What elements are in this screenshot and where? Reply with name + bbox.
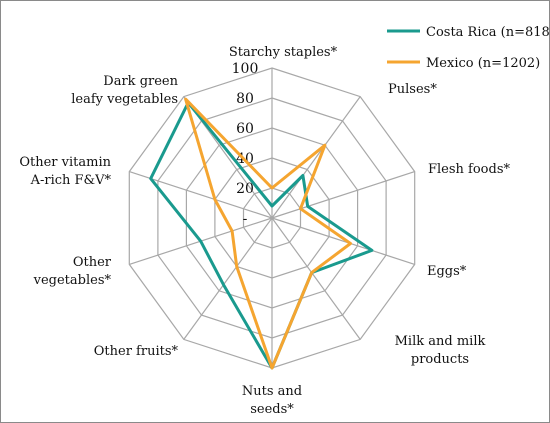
legend-label: Costa Rica (n=818) [426,25,550,40]
grid-spoke [271,217,361,340]
category-label: Pulses* [388,82,437,97]
radar-grid [128,67,416,369]
category-label: Eggs* [427,264,467,279]
tick-label: 20 [236,181,254,197]
category-label: Starchy staples* [229,45,338,60]
category-label: seeds* [250,402,294,417]
category-labels: Starchy staples* Pulses* Flesh foods* Eggs*… [19,45,510,417]
series-layer [149,97,374,370]
grid-spoke [271,171,415,219]
category-label: products [411,352,469,367]
category-label: Dark green [103,74,178,89]
grid-spoke [183,217,273,340]
category-label: Other vitamin [19,155,111,170]
category-label: Nuts and [242,384,302,399]
series-line-mexico [184,97,352,370]
legend: Costa Rica (n=818) Mexico (n=1202) [387,25,550,71]
category-label: Other fruits* [94,344,179,359]
grid-spoke [271,96,361,219]
category-label: vegetables* [33,273,112,288]
category-label: leafy vegetables [71,92,178,107]
tick-label: - [243,211,248,227]
legend-label: Mexico (n=1202) [426,56,540,71]
grid-spoke [271,217,415,265]
tick-label: 100 [232,61,259,77]
category-label: Milk and milk [395,334,486,349]
tick-label: 60 [236,121,254,137]
tick-label: 80 [236,91,254,107]
category-label: Flesh foods* [428,162,511,177]
category-label: A-rich F&V* [30,173,112,188]
category-label: Other [73,255,112,270]
